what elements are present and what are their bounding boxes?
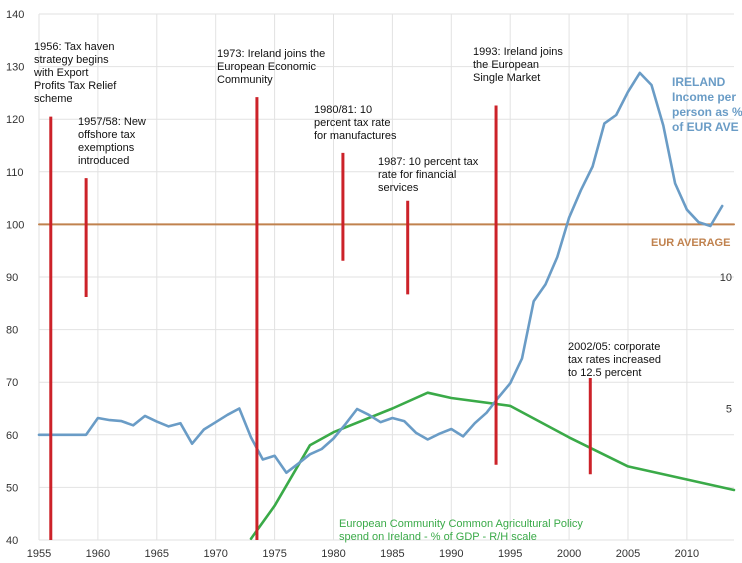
y-tick-label: 130 — [6, 62, 24, 74]
y-tick-label: 80 — [6, 325, 18, 337]
eur-average-label: EUR AVERAGE — [651, 237, 730, 249]
x-tick-label: 1975 — [262, 548, 286, 560]
ireland-series-label: IRELAND Income per person as % of EUR AVE — [672, 75, 742, 134]
cap-series-label: European Community Common Agricultural P… — [339, 518, 583, 543]
x-tick-label: 1990 — [439, 548, 463, 560]
x-tick-label: 1970 — [203, 548, 227, 560]
annotation-markers — [49, 97, 592, 540]
x-tick-label: 1955 — [27, 548, 51, 560]
y-tick-label: 140 — [6, 9, 24, 21]
x-tick-label: 1965 — [145, 548, 169, 560]
x-tick-label: 1995 — [498, 548, 522, 560]
event-annotation: 1957/58: New offshore tax exemptions introd… — [78, 116, 146, 167]
event-annotation: 1973: Ireland joins the European Economic… — [217, 48, 325, 86]
cap-series — [249, 391, 736, 540]
y2-tick-label: 10 — [720, 272, 732, 284]
y-tick-label: 90 — [6, 272, 18, 284]
y-tick-label: 40 — [6, 535, 18, 547]
ireland-income-series — [37, 71, 724, 474]
y-tick-label: 50 — [6, 482, 18, 494]
event-annotation: 1993: Ireland joins the European Single Ma… — [473, 46, 563, 84]
cap-spend-line — [249, 391, 736, 540]
y-tick-label: 60 — [6, 430, 18, 442]
event-annotation: 2002/05: corporate tax rates increased to … — [568, 341, 661, 379]
y-tick-label: 120 — [6, 114, 24, 126]
x-tick-label: 1985 — [380, 548, 404, 560]
x-tick-label: 1980 — [321, 548, 345, 560]
event-annotation: 1987: 10 percent tax rate for financial se… — [378, 156, 479, 194]
y-tick-label: 110 — [6, 167, 24, 179]
series-labels: IRELAND Income per person as % of EUR AVE EU… — [339, 75, 742, 543]
y-tick-label: 70 — [6, 377, 18, 389]
event-annotation: 1980/81: 10 percent tax rate for manufactu… — [314, 104, 397, 142]
y-tick-label: 100 — [6, 219, 24, 231]
event-annotation: 1956: Tax haven strategy begins with Expor… — [33, 41, 117, 105]
annotation-texts: 1956: Tax haven strategy begins with Expor… — [33, 41, 661, 379]
x-tick-label: 1960 — [86, 548, 110, 560]
axis-ticks: 40 50 60 70 80 90 100 110 120 130 140 1955 1960 1965 1… — [6, 9, 732, 560]
y2-tick-label: 5 — [726, 404, 732, 416]
x-tick-label: 2000 — [557, 548, 581, 560]
grid — [38, 13, 734, 541]
x-tick-label: 2010 — [675, 548, 699, 560]
x-tick-label: 2005 — [616, 548, 640, 560]
ireland-income-line — [37, 71, 724, 474]
